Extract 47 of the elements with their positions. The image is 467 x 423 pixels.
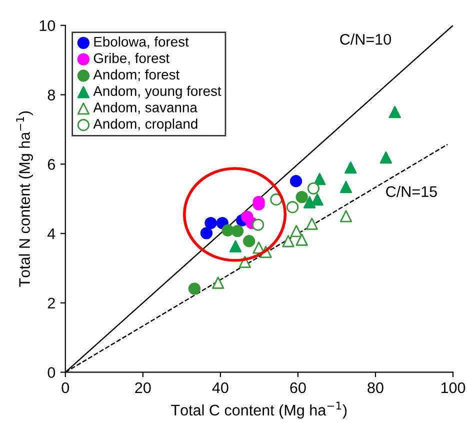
point: [231, 224, 244, 238]
point: [252, 218, 264, 231]
y-tick-label: 0: [48, 367, 56, 378]
point: [296, 191, 308, 204]
legend-label: Andom; forest: [93, 69, 180, 82]
point: [204, 217, 217, 230]
y-tick-label: 8: [48, 90, 55, 100]
point: [243, 235, 256, 248]
legend-label: Andom, cropland: [93, 118, 198, 132]
x-tick-label: 60: [290, 382, 306, 394]
x-axis-title: Total C content (Mg ha$^{−1}$): [171, 402, 347, 419]
legend-label: Andom, savanna: [93, 102, 198, 114]
point: [380, 151, 392, 164]
series-label: C/N=10: [340, 34, 392, 45]
point: [304, 196, 316, 208]
point: [286, 201, 299, 214]
legend-label: Ebolowa, forest: [94, 36, 189, 48]
point: [388, 106, 401, 118]
series-label: C/N=15: [386, 186, 437, 198]
x-tick-label: 20: [135, 382, 151, 394]
point: [344, 162, 357, 174]
point: [340, 180, 352, 194]
x-tick-label: 40: [212, 382, 228, 394]
point: [212, 276, 224, 289]
x-tick-label: 100: [441, 382, 466, 394]
point: [188, 282, 201, 295]
x-tick-label: 0: [62, 382, 70, 394]
point: [282, 235, 294, 248]
point: [290, 224, 302, 238]
y-tick-label: 6: [48, 158, 55, 170]
point: [290, 175, 302, 188]
legend-label: Andom, young forest: [93, 86, 222, 99]
point: [200, 227, 213, 240]
y-tick-label: 2: [48, 298, 55, 308]
x-tick-label: 80: [368, 382, 384, 394]
point: [270, 193, 282, 206]
point: [306, 218, 318, 230]
point: [296, 234, 308, 246]
legend-label: Gribe, forest: [94, 52, 170, 65]
point: [311, 193, 324, 206]
y-tick-label: 4: [48, 228, 56, 240]
point: [229, 240, 242, 252]
y-axis-title: Total N content (Mg ha$^{−1}$): [16, 111, 33, 287]
point: [340, 210, 352, 222]
point: [222, 224, 234, 236]
y-tick-label: 10: [40, 20, 56, 32]
point: [307, 182, 320, 194]
